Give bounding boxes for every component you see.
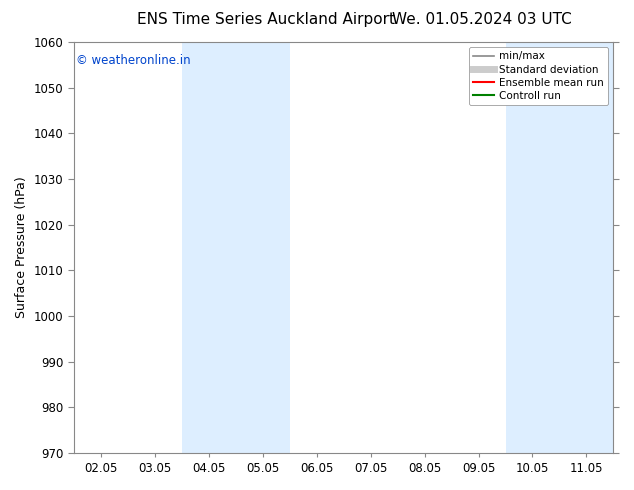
- Legend: min/max, Standard deviation, Ensemble mean run, Controll run: min/max, Standard deviation, Ensemble me…: [469, 47, 608, 105]
- Text: ENS Time Series Auckland Airport: ENS Time Series Auckland Airport: [138, 12, 395, 27]
- Text: © weatheronline.in: © weatheronline.in: [77, 54, 191, 68]
- Bar: [182, 42, 290, 453]
- Text: We. 01.05.2024 03 UTC: We. 01.05.2024 03 UTC: [392, 12, 572, 27]
- Y-axis label: Surface Pressure (hPa): Surface Pressure (hPa): [15, 176, 28, 318]
- Bar: [505, 42, 614, 453]
